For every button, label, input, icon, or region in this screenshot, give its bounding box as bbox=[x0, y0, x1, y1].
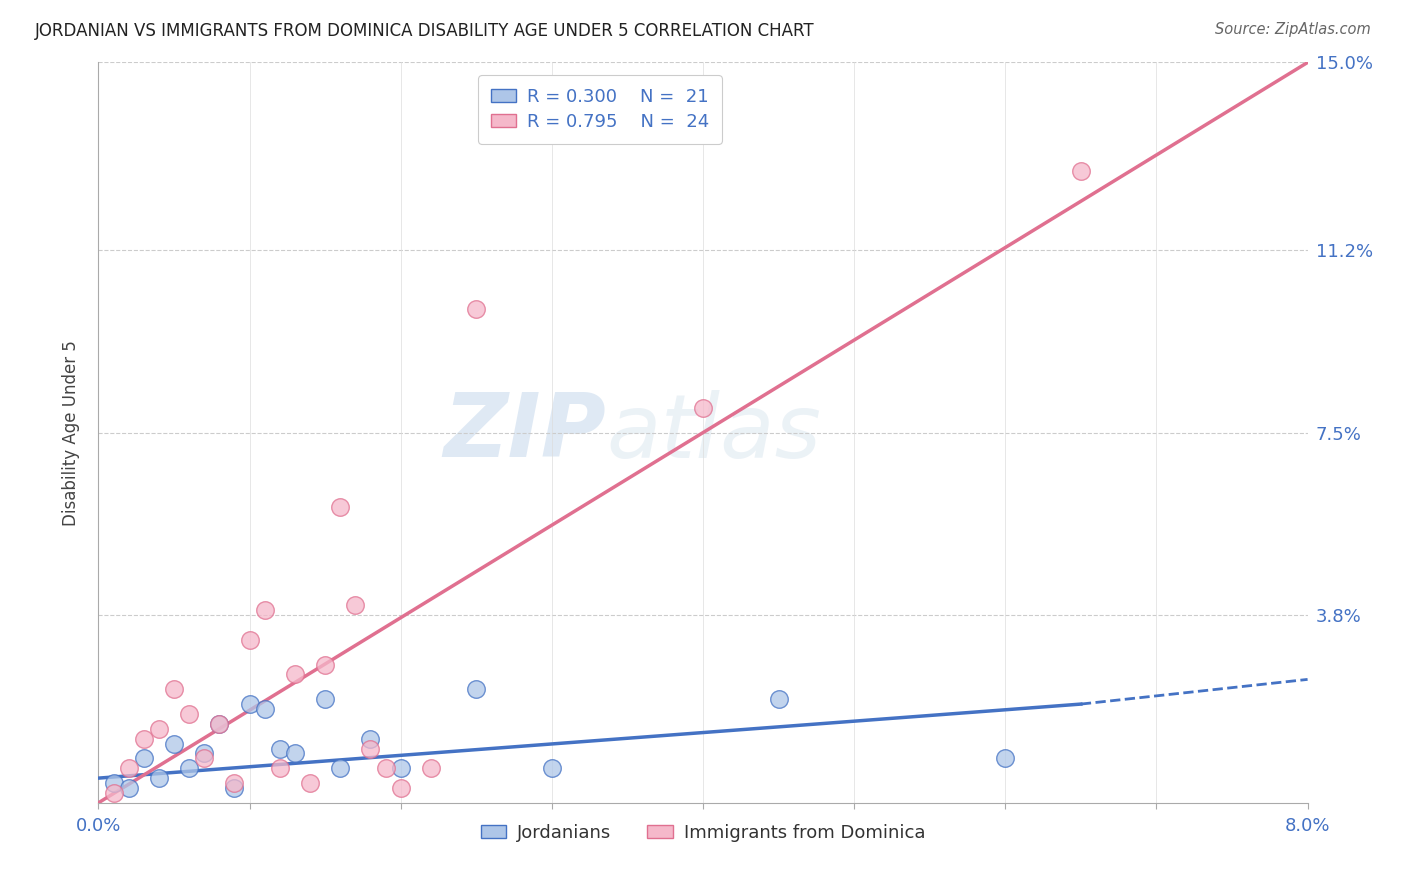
Point bbox=[465, 302, 488, 317]
Point bbox=[103, 786, 125, 800]
Point bbox=[269, 761, 291, 775]
Point bbox=[314, 657, 336, 672]
Point bbox=[239, 632, 262, 647]
Point bbox=[540, 761, 562, 775]
Point bbox=[360, 731, 382, 746]
Point bbox=[299, 776, 322, 790]
Point bbox=[132, 751, 155, 765]
Point bbox=[389, 761, 412, 775]
Point bbox=[389, 780, 412, 795]
Point bbox=[768, 692, 790, 706]
Point bbox=[360, 741, 382, 756]
Point bbox=[208, 716, 231, 731]
Point bbox=[329, 761, 352, 775]
Text: ZIP: ZIP bbox=[443, 389, 606, 476]
Point bbox=[224, 780, 246, 795]
Point bbox=[284, 747, 307, 761]
Point bbox=[344, 599, 367, 613]
Point bbox=[132, 731, 155, 746]
Point bbox=[163, 682, 186, 697]
Point bbox=[253, 702, 276, 716]
Point bbox=[1070, 164, 1092, 178]
Y-axis label: Disability Age Under 5: Disability Age Under 5 bbox=[62, 340, 80, 525]
Point bbox=[148, 722, 170, 736]
Point bbox=[253, 603, 276, 617]
Text: atlas: atlas bbox=[606, 390, 821, 475]
Point bbox=[994, 751, 1017, 765]
Point bbox=[224, 776, 246, 790]
Point bbox=[179, 761, 201, 775]
Point bbox=[163, 737, 186, 751]
Point bbox=[692, 401, 714, 415]
Point bbox=[118, 761, 141, 775]
Point bbox=[208, 716, 231, 731]
Text: Source: ZipAtlas.com: Source: ZipAtlas.com bbox=[1215, 22, 1371, 37]
Point bbox=[420, 761, 443, 775]
Point bbox=[329, 500, 352, 514]
Point bbox=[314, 692, 336, 706]
Point bbox=[148, 771, 170, 785]
Point bbox=[465, 682, 488, 697]
Point bbox=[193, 751, 215, 765]
Text: JORDANIAN VS IMMIGRANTS FROM DOMINICA DISABILITY AGE UNDER 5 CORRELATION CHART: JORDANIAN VS IMMIGRANTS FROM DOMINICA DI… bbox=[35, 22, 814, 40]
Point bbox=[118, 780, 141, 795]
Point bbox=[284, 667, 307, 681]
Point bbox=[179, 706, 201, 721]
Point bbox=[269, 741, 291, 756]
Point bbox=[103, 776, 125, 790]
Point bbox=[239, 697, 262, 711]
Legend: Jordanians, Immigrants from Dominica: Jordanians, Immigrants from Dominica bbox=[474, 817, 932, 849]
Point bbox=[374, 761, 396, 775]
Point bbox=[193, 747, 215, 761]
